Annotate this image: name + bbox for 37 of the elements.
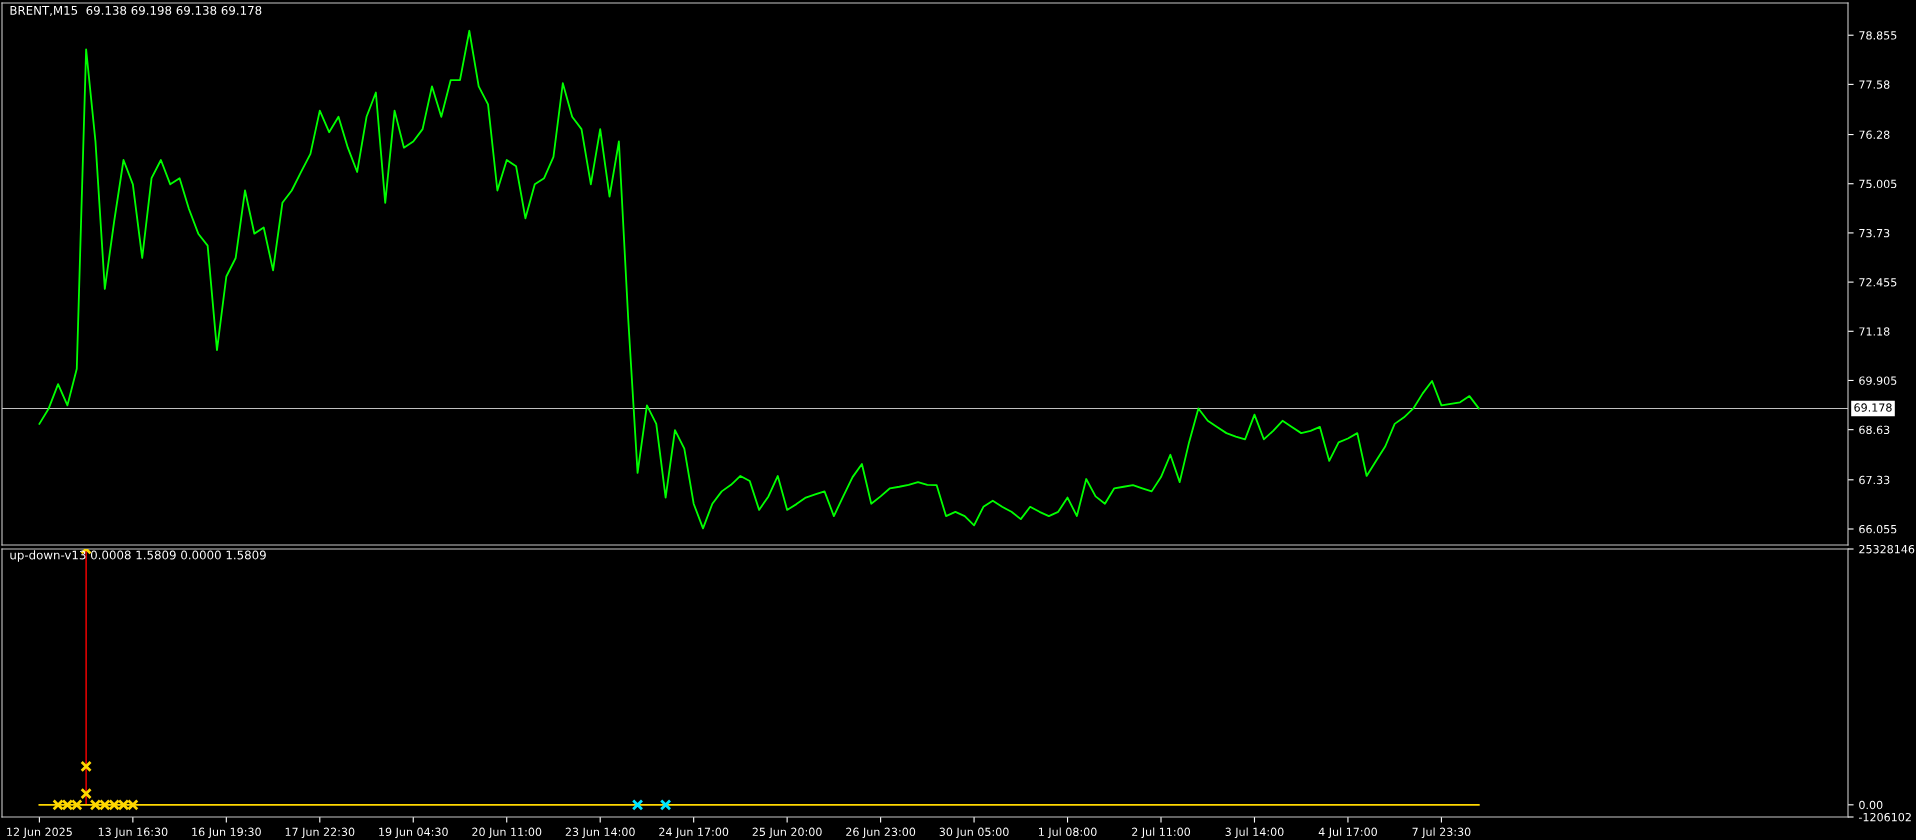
y-tick-label: 69.905 (1859, 376, 1897, 385)
y-tick-label: 0.00 (1859, 800, 1883, 810)
x-tick-label: 24 Jun 17:00 (659, 827, 729, 839)
x-tick-label: 7 Jul 23:30 (1412, 827, 1471, 839)
y-tick-label: 72.455 (1859, 278, 1897, 287)
line-series (38, 29, 1480, 530)
ref-line-label: 69.178 (1854, 403, 1892, 412)
y-tick-label: 25328146 (1859, 544, 1915, 554)
y-tick-label: -1206102 (1858, 812, 1911, 822)
x-tick-label: 26 Jun 23:00 (846, 827, 916, 839)
x-tick-label: 13 Jun 16:30 (98, 827, 168, 839)
y-tick-label: 68.63 (1859, 425, 1890, 435)
x-tick-label: 23 Jun 14:00 (565, 827, 635, 839)
point (659, 799, 672, 811)
y-tick-label: 76.28 (1859, 130, 1890, 139)
x-tick-label: 16 Jun 19:30 (192, 827, 261, 839)
y-tick-label: 71.18 (1859, 327, 1890, 336)
x-tick-label: 17 Jun 22:30 (285, 827, 355, 839)
y-tick-label: 67.33 (1859, 475, 1890, 485)
x-tick-label: 25 Jun 20:00 (752, 827, 822, 839)
point (80, 760, 92, 773)
x-tick-label: 12 Jun 2025 (7, 827, 72, 839)
y-tick-label: 77.58 (1859, 80, 1890, 89)
y-tick-label: 78.855 (1859, 31, 1897, 40)
x-tick-label: 20 Jun 11:00 (472, 827, 542, 839)
point (80, 787, 92, 800)
y-tick-label: 75.005 (1859, 179, 1897, 189)
y-tick-label: 73.73 (1859, 228, 1890, 238)
x-tick-label: 3 Jul 14:00 (1225, 827, 1284, 839)
x-tick-label: 1 Jul 08:00 (1038, 827, 1097, 839)
x-tick-label: 30 Jun 05:00 (939, 827, 1009, 839)
x-tick-label: 19 Jun 04:30 (379, 827, 448, 839)
chart-title: BRENT,M15 69.138 69.198 69.138 69.178 (10, 5, 262, 17)
point (631, 799, 644, 811)
x-tick-label: 2 Jul 11:00 (1132, 827, 1191, 839)
y-tick-label: 66.055 (1859, 524, 1897, 534)
x-tick-label: 4 Jul 17:00 (1318, 827, 1377, 839)
